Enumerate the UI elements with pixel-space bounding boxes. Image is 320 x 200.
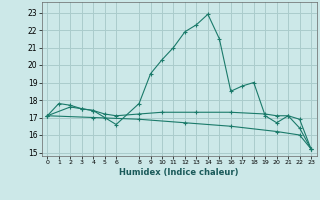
X-axis label: Humidex (Indice chaleur): Humidex (Indice chaleur) (119, 168, 239, 177)
